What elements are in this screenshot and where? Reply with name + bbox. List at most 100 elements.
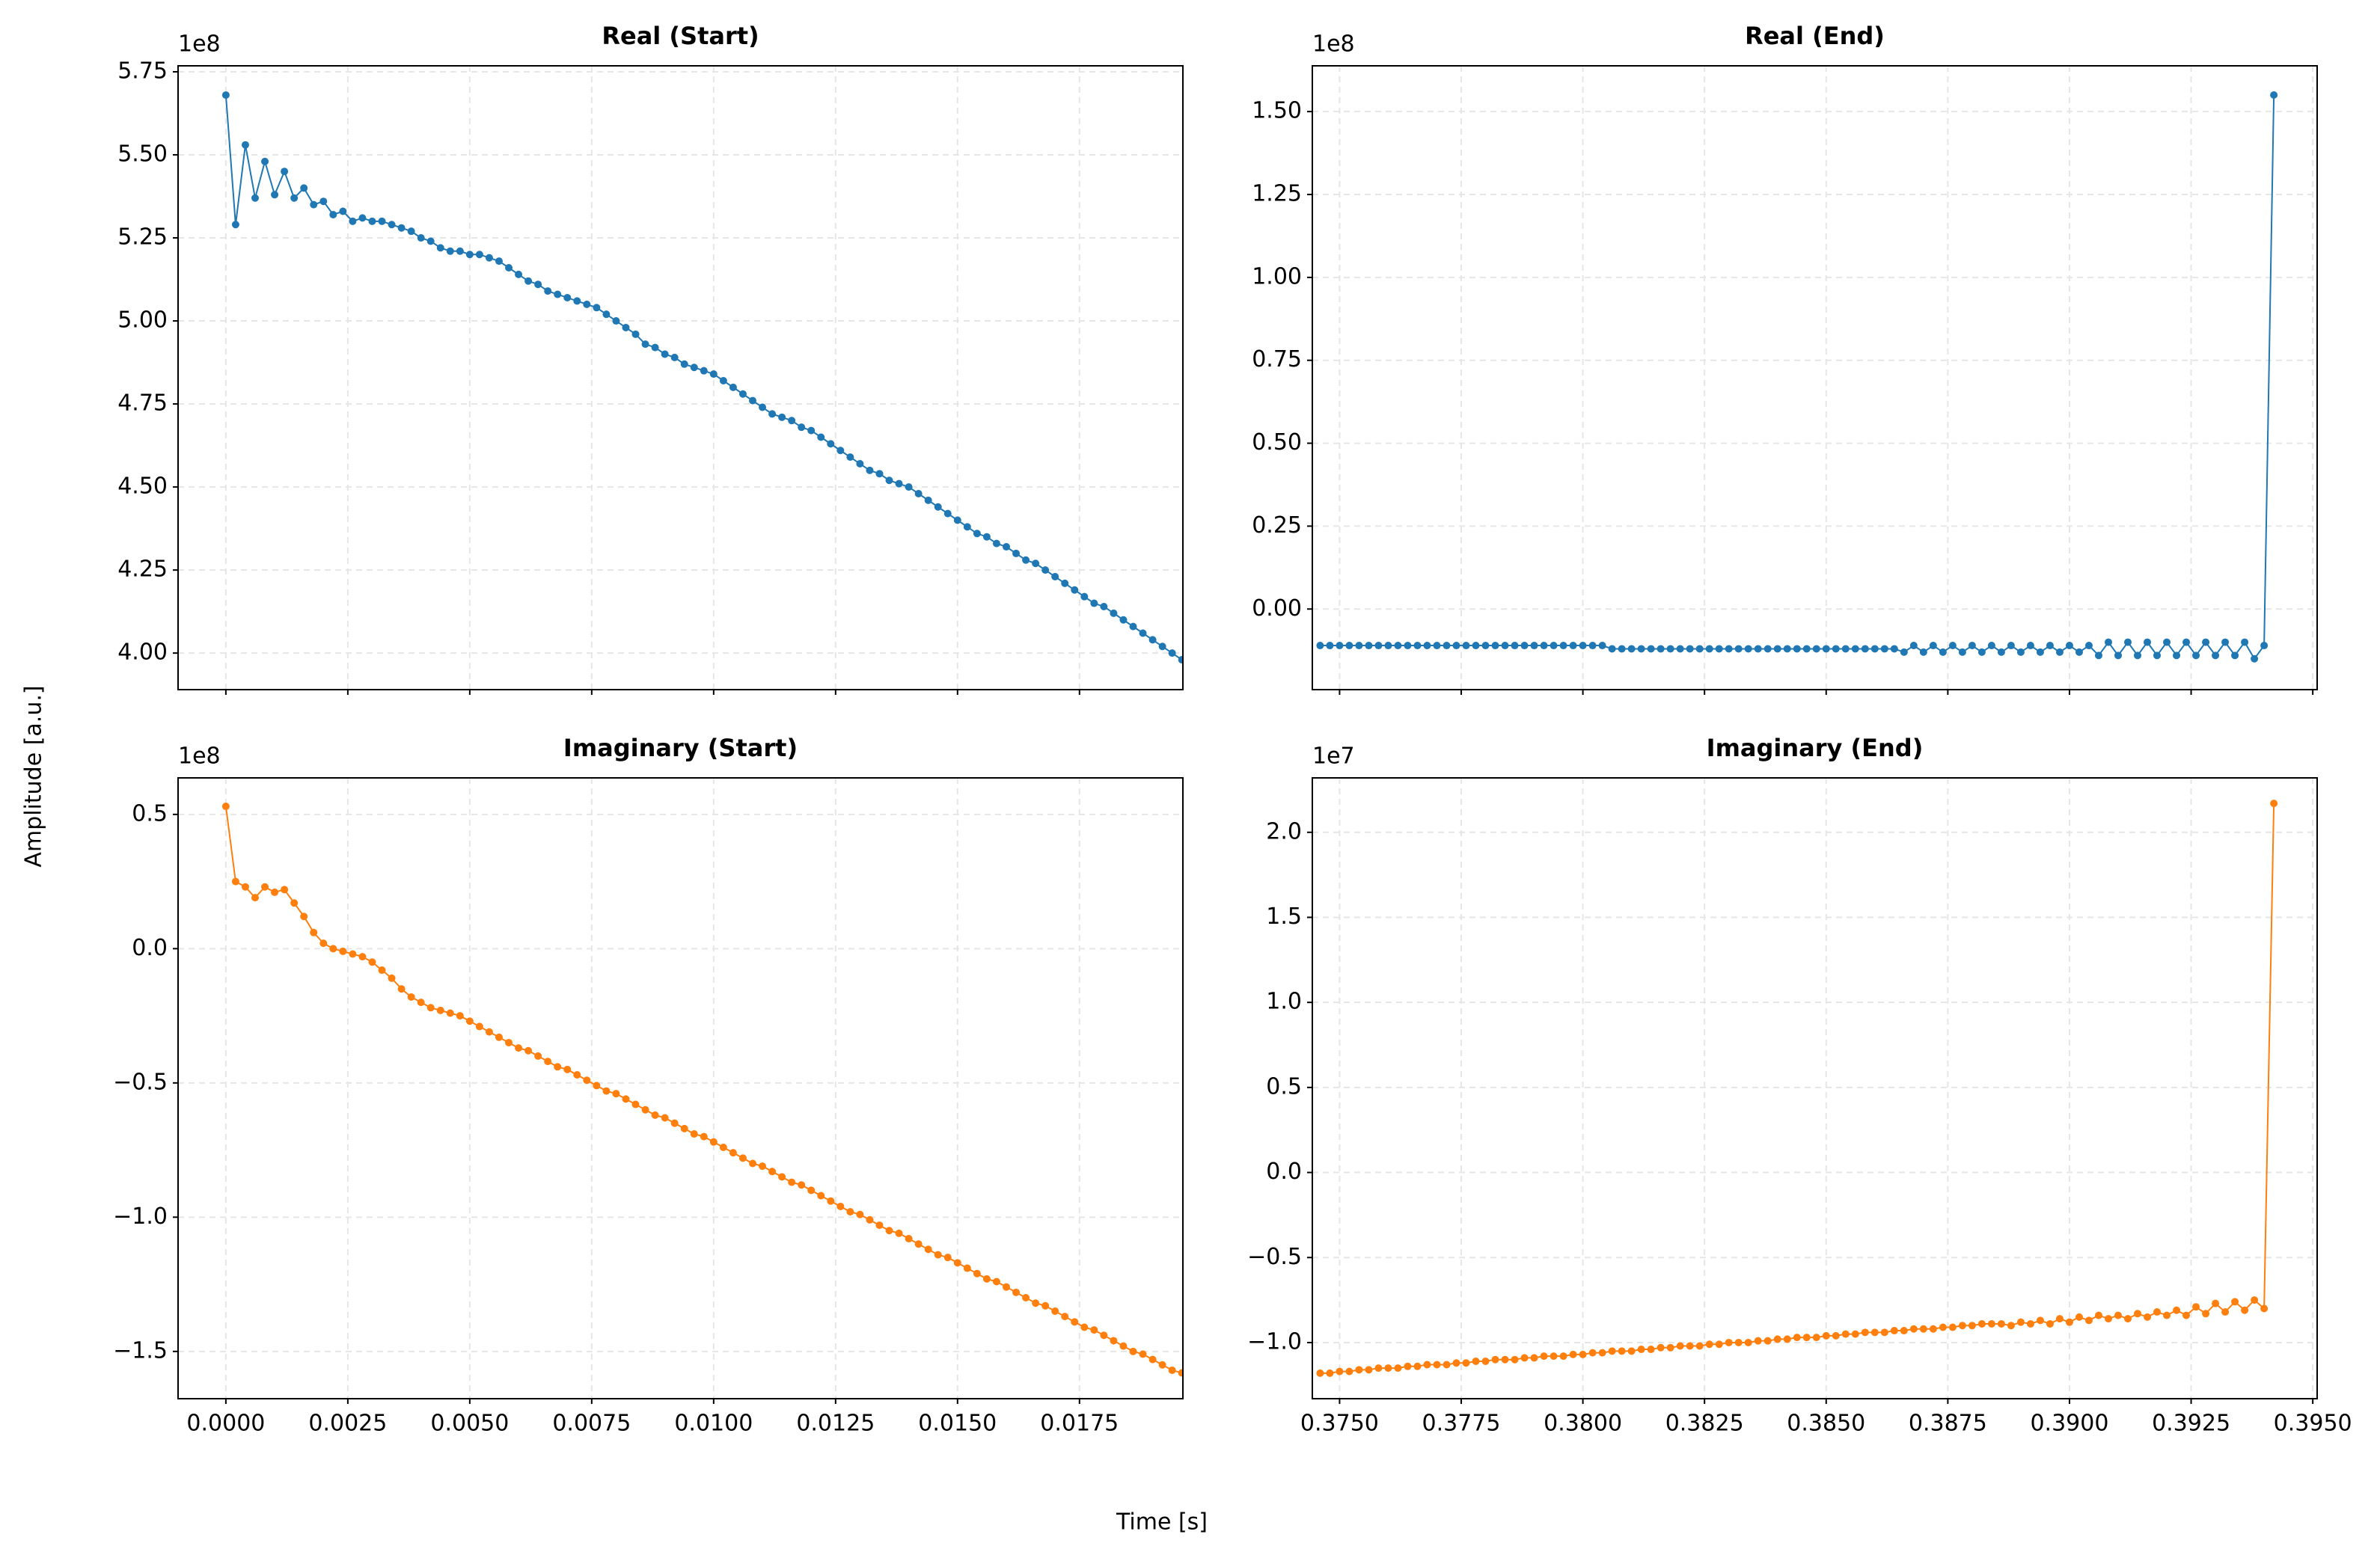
data-point <box>1734 1338 1743 1346</box>
data-point <box>2094 651 2102 660</box>
x-tick-label: 0.3750 <box>1300 1411 1379 1437</box>
x-tick-label: 0.3825 <box>1665 1411 1744 1437</box>
data-point <box>1041 566 1050 574</box>
data-point <box>2036 1316 2044 1325</box>
data-point <box>1110 609 1118 617</box>
data-point <box>281 886 289 894</box>
data-point <box>1540 642 1548 650</box>
data-point <box>1472 642 1480 650</box>
data-point <box>1345 642 1353 650</box>
data-point <box>602 310 611 319</box>
data-point <box>388 974 396 982</box>
data-point <box>475 251 483 259</box>
data-point <box>2212 1299 2220 1307</box>
data-point <box>1977 648 1986 656</box>
data-point <box>1119 616 1128 624</box>
plot-area <box>1316 91 2278 663</box>
data-point <box>1909 642 1918 650</box>
data-point <box>1511 642 1519 650</box>
offset-label: 1e7 <box>1312 743 1355 770</box>
data-point <box>310 928 318 936</box>
data-point <box>1763 1337 1772 1345</box>
data-point <box>1404 642 1412 650</box>
data-point <box>2260 1304 2269 1313</box>
y-tick-label: 2.0 <box>1266 818 1302 844</box>
data-point <box>1404 1362 1412 1370</box>
offset-label: 1e8 <box>178 743 221 770</box>
axes-frame <box>1312 777 2318 1399</box>
y-tick-label: 0.25 <box>1252 512 1302 539</box>
data-point <box>593 1082 601 1090</box>
data-point <box>1071 586 1079 594</box>
data-point <box>1695 645 1704 653</box>
data-point <box>1997 648 2005 656</box>
data-point <box>778 1173 786 1181</box>
data-point <box>231 221 239 229</box>
data-point <box>436 1006 444 1014</box>
data-point <box>1550 642 1558 650</box>
data-point <box>1870 1328 1879 1337</box>
data-point <box>2065 1318 2073 1326</box>
data-point <box>1481 642 1490 650</box>
data-point <box>768 1168 777 1176</box>
x-tick-label: 0.3925 <box>2152 1411 2230 1437</box>
data-point <box>1110 1337 1118 1345</box>
data-point <box>1627 1347 1636 1355</box>
data-point <box>1413 1362 1422 1370</box>
data-point <box>1841 645 1850 653</box>
data-point <box>1851 645 1859 653</box>
data-point <box>2221 638 2230 646</box>
data-point <box>1355 1366 1363 1374</box>
data-point <box>2251 1296 2259 1304</box>
y-tick-label: 0.50 <box>1252 429 1302 456</box>
y-tick-label: −1.5 <box>113 1337 168 1364</box>
data-point <box>690 364 698 372</box>
data-point <box>1686 645 1694 653</box>
data-point <box>661 350 669 358</box>
data-point <box>1158 1361 1166 1369</box>
data-point <box>1968 1322 1976 1330</box>
data-point <box>1022 1294 1030 1302</box>
data-point <box>397 224 406 232</box>
data-point <box>2026 1319 2034 1328</box>
data-point <box>1812 645 1820 653</box>
subplot-title: Imaginary (Start) <box>563 734 798 762</box>
data-point <box>651 1111 659 1119</box>
data-point <box>807 426 816 435</box>
data-point <box>251 194 260 202</box>
data-point <box>670 353 679 361</box>
data-point <box>1608 645 1616 653</box>
data-point <box>914 489 923 497</box>
data-point <box>281 168 289 176</box>
data-point <box>2065 642 2073 650</box>
data-point <box>748 1159 756 1168</box>
data-point <box>1316 1369 1324 1377</box>
y-tick-label: 4.50 <box>117 473 168 500</box>
data-point <box>1647 645 1655 653</box>
data-point <box>885 476 893 485</box>
data-point <box>631 330 640 338</box>
y-tick-label: 1.00 <box>1252 263 1302 289</box>
data-point <box>759 1162 767 1171</box>
data-point <box>1647 1346 1655 1354</box>
data-point <box>2026 642 2034 650</box>
data-point <box>2084 1316 2093 1325</box>
data-point <box>719 376 727 384</box>
data-point <box>1793 645 1801 653</box>
data-point <box>261 883 269 891</box>
data-point <box>407 993 415 1001</box>
data-point <box>1656 1343 1665 1352</box>
data-point <box>261 157 269 165</box>
data-point <box>2182 638 2191 646</box>
data-point <box>300 184 308 192</box>
data-point <box>1540 1352 1548 1361</box>
x-tick-label: 0.0050 <box>430 1411 509 1437</box>
data-point <box>709 1138 718 1146</box>
data-point <box>446 1009 454 1017</box>
data-point <box>836 1202 845 1210</box>
data-point <box>1637 1346 1645 1354</box>
data-point <box>2124 1315 2132 1323</box>
data-point <box>2270 91 2278 99</box>
